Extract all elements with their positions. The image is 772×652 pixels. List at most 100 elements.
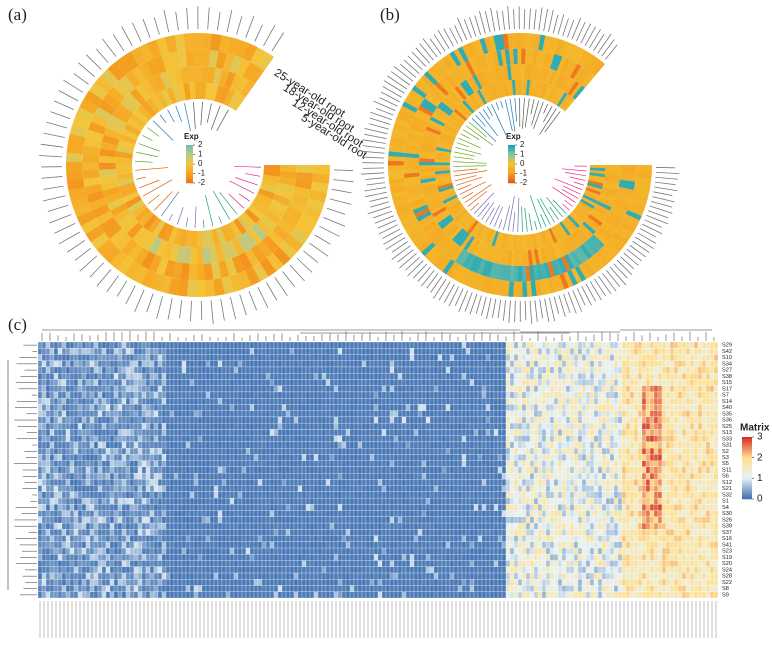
heat-cell bbox=[613, 460, 619, 468]
heat-cell bbox=[601, 466, 607, 474]
heat-cell bbox=[459, 102, 473, 116]
heat-cell bbox=[553, 404, 559, 411]
heat-cell bbox=[205, 416, 211, 424]
heat-cell bbox=[529, 379, 535, 386]
colorbar-step bbox=[186, 150, 193, 153]
heat-cell bbox=[305, 360, 311, 368]
gene-label-stub bbox=[376, 108, 394, 116]
heat-cell bbox=[409, 429, 415, 436]
heat-cell bbox=[421, 472, 427, 480]
heat-cell bbox=[577, 441, 583, 449]
heat-cell bbox=[689, 410, 695, 418]
heat-cell bbox=[405, 385, 411, 393]
heat-cell bbox=[349, 423, 355, 430]
heat-cell bbox=[548, 69, 558, 86]
gene-label-stub bbox=[437, 29, 450, 50]
heat-cell bbox=[110, 202, 128, 217]
heat-cell bbox=[509, 466, 515, 474]
heat-cell bbox=[593, 231, 608, 246]
colorbar-label: 1 bbox=[198, 150, 203, 159]
heat-cell bbox=[101, 435, 107, 443]
heat-cell bbox=[533, 373, 539, 380]
heat-cell bbox=[413, 454, 419, 461]
heat-cell bbox=[588, 175, 605, 181]
heat-cell bbox=[621, 366, 627, 374]
heat-cell bbox=[365, 391, 371, 399]
heat-cell bbox=[133, 454, 139, 461]
heat-cell bbox=[181, 354, 187, 361]
heat-cell bbox=[273, 348, 279, 355]
heat-cell bbox=[537, 404, 543, 411]
heat-cell bbox=[681, 435, 687, 443]
heat-cell bbox=[425, 441, 431, 449]
heat-cell bbox=[113, 360, 119, 368]
heat-cell bbox=[582, 221, 596, 235]
heat-cell bbox=[208, 50, 219, 68]
heat-cell bbox=[369, 460, 375, 468]
heat-cell bbox=[373, 410, 379, 418]
heat-cell bbox=[661, 373, 667, 380]
heat-cell bbox=[472, 74, 483, 90]
heat-cell bbox=[441, 466, 447, 474]
heat-cell bbox=[429, 385, 435, 393]
heat-cell bbox=[453, 454, 459, 461]
heat-cell bbox=[333, 435, 339, 443]
heat-cell bbox=[517, 360, 523, 368]
heat-cell bbox=[547, 277, 556, 294]
heat-cell bbox=[697, 354, 703, 361]
heat-cell bbox=[333, 373, 339, 380]
heat-cell bbox=[697, 341, 703, 349]
heat-cell bbox=[509, 435, 515, 443]
heat-cell bbox=[99, 162, 116, 170]
heat-cell bbox=[137, 460, 143, 468]
heat-cell bbox=[435, 107, 450, 119]
heat-cell bbox=[465, 348, 471, 355]
heat-cell bbox=[613, 404, 619, 411]
heat-cell bbox=[173, 398, 179, 405]
heat-cell bbox=[469, 448, 475, 455]
heat-cell bbox=[577, 379, 583, 386]
heat-cell bbox=[469, 341, 475, 349]
heat-cell bbox=[377, 472, 383, 480]
heat-cell bbox=[333, 416, 339, 424]
heat-cell bbox=[609, 373, 615, 380]
heat-cell bbox=[641, 435, 647, 443]
heat-cell bbox=[437, 137, 454, 146]
heat-cell bbox=[697, 448, 703, 455]
heat-cell bbox=[373, 441, 379, 449]
heat-cell bbox=[613, 379, 619, 386]
heat-cell bbox=[511, 79, 516, 96]
heat-cell bbox=[549, 410, 555, 418]
heat-cell bbox=[37, 404, 43, 411]
heat-cell bbox=[513, 348, 519, 355]
heat-cell bbox=[589, 404, 595, 411]
gene-label-stub bbox=[637, 232, 657, 244]
heat-cell bbox=[93, 435, 99, 443]
heat-cell bbox=[610, 207, 626, 218]
colorbar-step bbox=[508, 156, 515, 159]
heat-cell bbox=[261, 466, 267, 474]
heat-cell bbox=[377, 354, 383, 361]
heat-cell bbox=[121, 341, 127, 349]
heat-cell bbox=[549, 416, 555, 424]
heat-cell bbox=[568, 213, 583, 227]
heat-cell bbox=[492, 50, 500, 67]
colorbar-step bbox=[508, 158, 515, 161]
heat-cell bbox=[297, 429, 303, 436]
heat-cell bbox=[161, 454, 167, 461]
heat-cell bbox=[185, 360, 191, 368]
heat-cell bbox=[429, 203, 446, 215]
heat-cell bbox=[390, 132, 408, 141]
heat-cell bbox=[581, 354, 587, 361]
heat-cell bbox=[137, 466, 143, 474]
heat-cell bbox=[75, 106, 95, 122]
heat-cell bbox=[137, 398, 143, 405]
heat-cell bbox=[461, 404, 467, 411]
heat-cell bbox=[377, 435, 383, 443]
heat-cell bbox=[102, 245, 121, 264]
heat-cell bbox=[81, 435, 87, 443]
heat-cell bbox=[309, 448, 315, 455]
heat-cell bbox=[197, 416, 203, 424]
heat-cell bbox=[633, 423, 639, 430]
heat-cell bbox=[329, 410, 335, 418]
